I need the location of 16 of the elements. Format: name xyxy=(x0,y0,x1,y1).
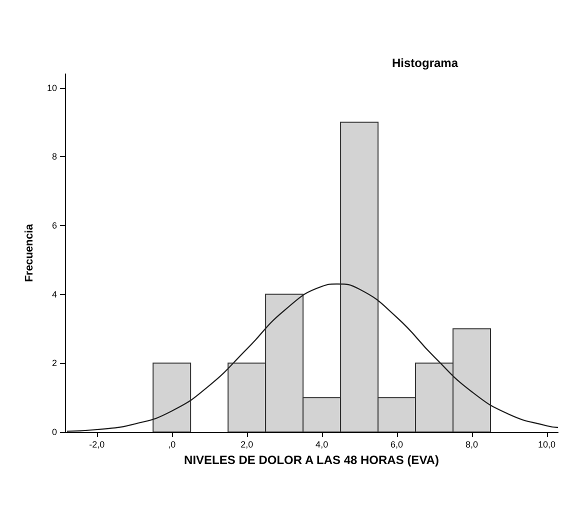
x-tick-label: 8,0 xyxy=(466,440,478,450)
y-tick-label: 10 xyxy=(46,82,57,93)
x-tick-label: ,0 xyxy=(168,440,176,450)
y-tick-label: 0 xyxy=(52,427,57,437)
x-tick-label: 10,0 xyxy=(538,440,556,450)
y-tick-label: 6 xyxy=(52,220,57,230)
y-tick-label: 2 xyxy=(52,358,57,368)
y-axis-title: Frecuencia xyxy=(24,223,36,282)
x-tick-label: 2,0 xyxy=(240,440,254,450)
y-tick-label: 4 xyxy=(52,289,57,300)
x-tick-label: 4,0 xyxy=(316,440,328,450)
chart-title: Histograma xyxy=(392,56,458,70)
y-tick-label: 8 xyxy=(52,152,57,162)
x-tick-label: -2,0 xyxy=(89,440,105,450)
x-axis-title: NIVELES DE DOLOR A LAS 48 HORAS (EVA) xyxy=(184,453,439,467)
x-tick-label: 6,0 xyxy=(390,440,404,450)
